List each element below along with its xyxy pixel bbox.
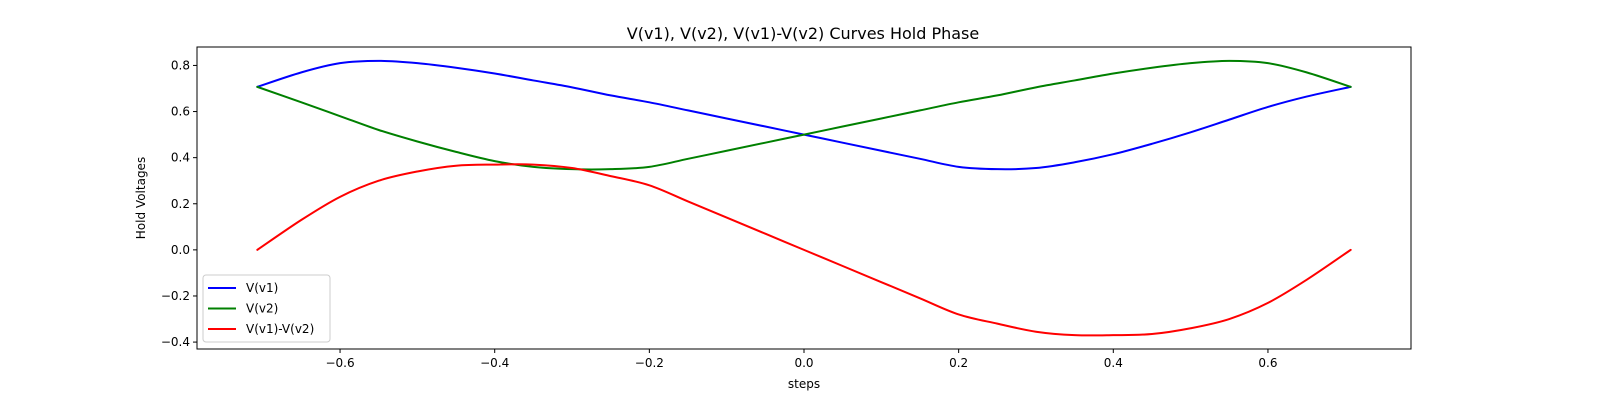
y-tick-label: 0.6 — [171, 105, 190, 119]
x-tick-label: −0.6 — [325, 356, 354, 370]
x-tick-label: 0.0 — [794, 356, 813, 370]
legend-item-v1: V(v1) — [208, 281, 278, 295]
y-tick-label: −0.2 — [161, 289, 190, 303]
legend-label: V(v1) — [246, 281, 278, 295]
legend-item-v2: V(v2) — [208, 302, 278, 316]
y-tick-label: −0.4 — [161, 335, 190, 349]
x-tick-label: 0.2 — [949, 356, 968, 370]
y-tick-label: 0.8 — [171, 58, 190, 72]
y-axis-label: Hold Voltages — [134, 157, 148, 239]
y-tick-label: 0.4 — [171, 151, 190, 165]
legend-label: V(v1)-V(v2) — [246, 322, 314, 336]
x-tick-label: −0.4 — [480, 356, 509, 370]
x-ticks: −0.6 −0.4 −0.2 0.0 0.2 0.4 0.6 — [325, 349, 1277, 370]
chart-title: V(v1), V(v2), V(v1)-V(v2) Curves Hold Ph… — [627, 24, 979, 43]
y-tick-label: 0.2 — [171, 197, 190, 211]
series-v1-line — [256, 59, 1352, 171]
plot-frame — [196, 46, 1412, 350]
series-v1-minus-v2-line — [256, 163, 1352, 337]
x-tick-label: 0.4 — [1104, 356, 1123, 370]
legend-box — [202, 274, 331, 343]
series-v2-line — [256, 59, 1352, 171]
legend-label: V(v2) — [246, 302, 278, 316]
series-layer — [256, 59, 1352, 337]
plot-area — [196, 46, 1412, 350]
y-ticks: −0.4 −0.2 0.0 0.2 0.4 0.6 0.8 — [161, 58, 197, 349]
x-axis-label: steps — [788, 377, 820, 391]
y-tick-label: 0.0 — [171, 243, 190, 257]
x-tick-label: 0.6 — [1258, 356, 1277, 370]
x-tick-label: −0.2 — [635, 356, 664, 370]
legend-items: V(v1) V(v2) V(v1)-V(v2) — [208, 281, 314, 336]
legend-item-v1-minus-v2: V(v1)-V(v2) — [208, 322, 314, 336]
legend: V(v1) V(v2) V(v1)-V(v2) — [202, 274, 331, 343]
